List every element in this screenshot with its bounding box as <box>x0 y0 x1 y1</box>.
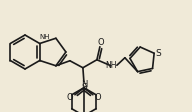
Text: NH: NH <box>39 34 50 40</box>
Text: S: S <box>155 49 161 58</box>
Text: O: O <box>98 38 104 47</box>
Text: O: O <box>67 93 73 102</box>
Text: S: S <box>81 83 87 92</box>
Text: NH: NH <box>105 61 117 70</box>
Text: N: N <box>81 80 87 89</box>
Text: O: O <box>95 93 101 102</box>
